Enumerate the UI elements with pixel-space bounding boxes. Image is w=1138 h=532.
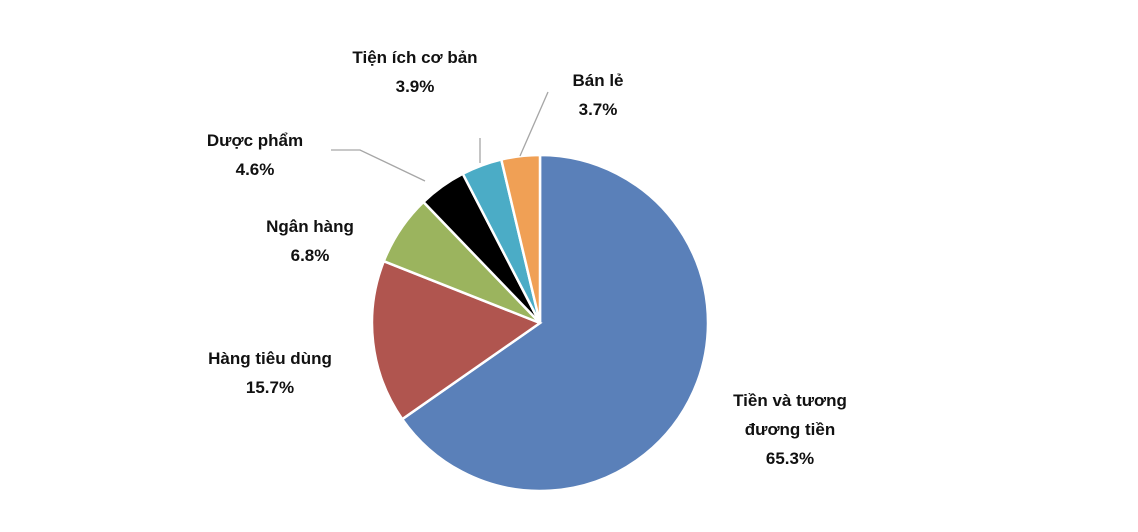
value-label: 15.7% (245, 378, 295, 397)
value-label: 3.7% (578, 100, 618, 119)
pie-slice (370, 259, 543, 421)
leader-line (519, 91, 549, 157)
value-label: 6.8% (290, 246, 330, 265)
pie-slice (400, 153, 710, 493)
value-label: 65.3% (765, 449, 815, 468)
category-name: Tiện ích cơ bản (352, 48, 478, 67)
category-name: Bán lẻ (572, 71, 624, 90)
value-label: 3.9% (395, 77, 435, 96)
slice-label: Tiện ích cơ bản 3.9% (350, 43, 480, 101)
category-name: Dược phẩm (206, 131, 304, 150)
category-name: Tiền và tương đương tiền (733, 391, 847, 439)
slice-label: Dược phẩm 4.6% (155, 126, 355, 184)
slice-label: Tiền và tương đương tiền 65.3% (710, 386, 870, 473)
value-label: 4.6% (235, 160, 275, 179)
slice-label: Ngân hàng 6.8% (210, 212, 410, 270)
slice-label: Bán lẻ 3.7% (538, 66, 658, 124)
category-name: Hàng tiêu dùng (208, 349, 332, 368)
category-name: Ngân hàng (266, 217, 354, 236)
slice-label: Hàng tiêu dùng 15.7% (170, 344, 370, 402)
leader-line (331, 149, 426, 182)
